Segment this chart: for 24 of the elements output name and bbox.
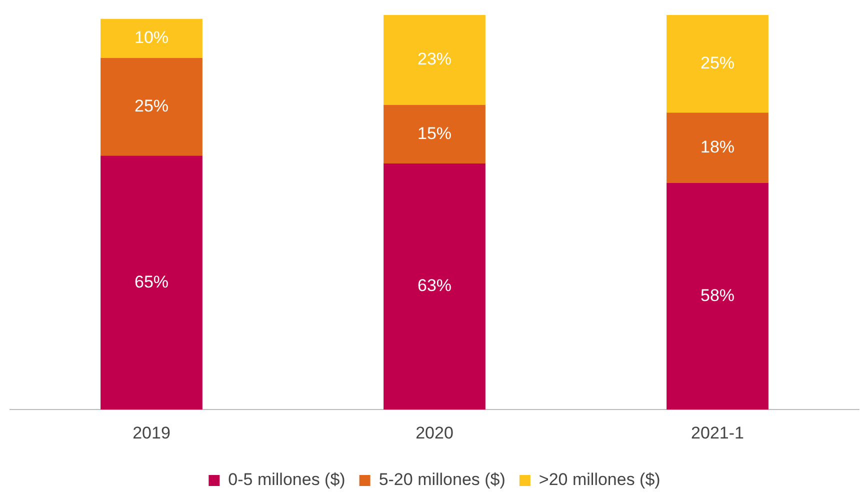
x-tick-label: 2019 <box>132 423 170 442</box>
data-label: 25% <box>134 96 169 116</box>
bar <box>666 15 768 113</box>
data-label: 65% <box>134 272 169 292</box>
legend-label: 5-20 millones ($) <box>378 470 506 490</box>
data-label: 18% <box>700 138 735 157</box>
legend-label: 0-5 millones ($) <box>228 470 346 490</box>
data-label: 25% <box>700 54 735 73</box>
x-tick-label: 2020 <box>416 423 454 442</box>
data-label: 15% <box>417 124 452 143</box>
bar <box>100 18 202 58</box>
data-label: 10% <box>134 28 169 48</box>
x-tick-label: 2021-1 <box>691 423 744 442</box>
bar <box>666 112 768 183</box>
data-label: 23% <box>417 50 452 69</box>
bar <box>384 104 486 164</box>
bar <box>384 163 486 410</box>
legend-label: >20 millones ($) <box>538 470 660 490</box>
bar <box>666 183 768 410</box>
bar <box>384 15 486 105</box>
bar <box>100 156 202 410</box>
data-label: 63% <box>417 276 452 296</box>
bar <box>100 58 202 156</box>
data-label: 58% <box>700 286 735 305</box>
